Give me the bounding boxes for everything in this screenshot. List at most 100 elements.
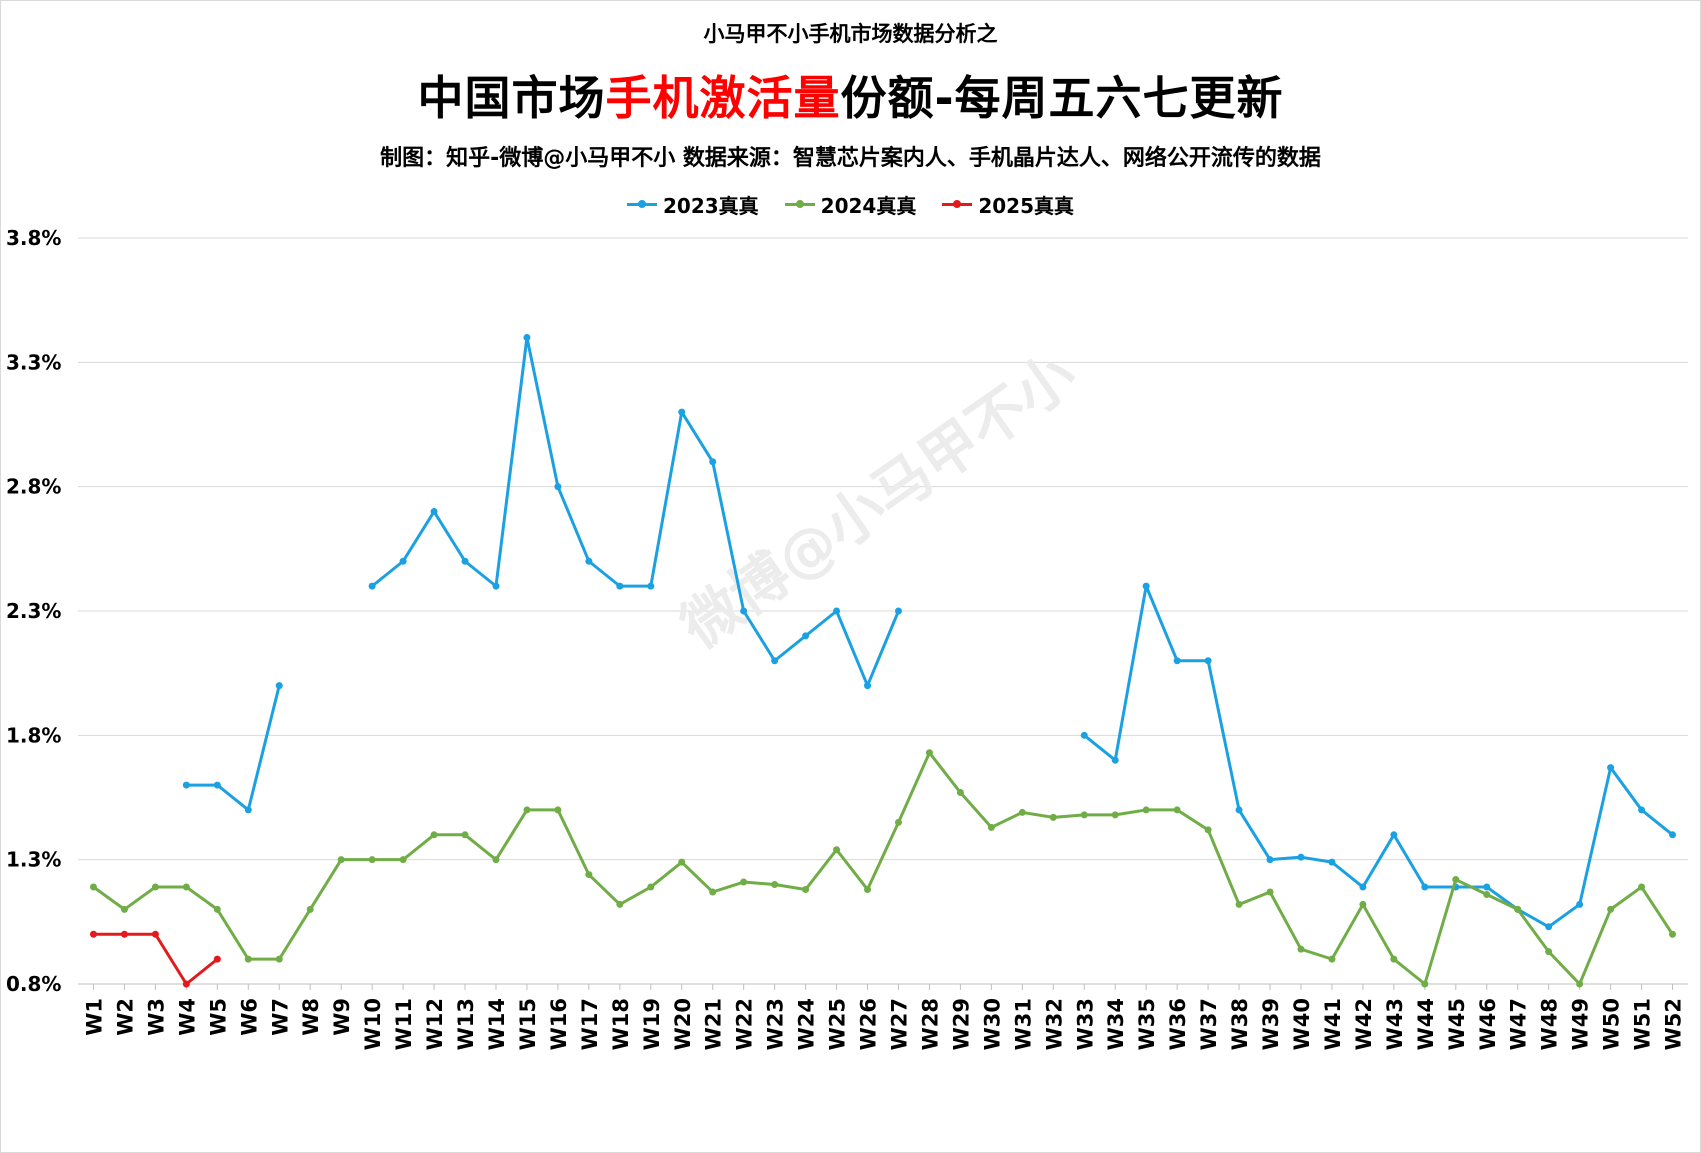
data-point-2023 — [1576, 900, 1584, 908]
x-tick-label: W37 — [1197, 998, 1221, 1050]
data-point-2024 — [1390, 955, 1398, 963]
x-tick-label: W32 — [1042, 998, 1066, 1050]
data-point-2023 — [1669, 831, 1677, 839]
data-point-2024 — [89, 883, 97, 891]
x-tick-label: W29 — [949, 998, 973, 1050]
x-tick-label: W3 — [144, 998, 168, 1036]
x-tick-label: W49 — [1569, 998, 1593, 1050]
legend-label-2025: 2025真真 — [978, 194, 1074, 218]
x-tick-label: W10 — [361, 998, 385, 1050]
data-point-2024 — [709, 888, 717, 896]
legend-label-2023: 2023真真 — [662, 194, 759, 218]
x-tick-label: W1 — [82, 998, 106, 1036]
title-suffix: 份额-每周五六七更新 — [840, 71, 1284, 125]
data-point-2024 — [1421, 980, 1429, 988]
series-line-2023 — [186, 685, 281, 812]
data-point-2023 — [647, 582, 655, 590]
data-point-2024 — [894, 818, 902, 826]
data-point-2024 — [802, 886, 810, 894]
x-tick-label: W20 — [671, 998, 695, 1050]
chart-subtitle: 制图：知乎-微博@小马甲不小 数据来源：智慧芯片案内人、手机晶片达人、网络公开流… — [380, 146, 1321, 171]
series-line-2025 — [93, 932, 219, 986]
legend-item-2023: 2023真真 — [626, 190, 759, 219]
data-point-2025 — [182, 980, 190, 988]
data-point-2024 — [492, 856, 500, 864]
data-point-2023 — [894, 607, 902, 615]
data-point-2023 — [275, 682, 283, 690]
y-tick-label: 3.3% — [6, 350, 61, 374]
chart-title: 中国市场手机激活量份额-每周五六七更新 — [0, 62, 1701, 128]
legend-item-2024: 2024真真 — [784, 190, 917, 219]
x-tick-label: W9 — [330, 998, 354, 1036]
data-point-2023 — [368, 582, 376, 590]
data-point-2024 — [244, 955, 252, 963]
legend-swatch-2024 — [784, 200, 815, 208]
data-point-2023 — [740, 607, 748, 615]
data-point-2023 — [1142, 582, 1150, 590]
x-tick-label: W44 — [1414, 998, 1438, 1050]
data-point-2024 — [1204, 826, 1212, 834]
data-point-2024 — [523, 806, 531, 814]
data-point-2024 — [1514, 905, 1522, 913]
data-point-2024 — [1359, 900, 1367, 908]
data-point-2024 — [1080, 811, 1088, 819]
data-point-2024 — [306, 905, 314, 913]
data-point-2024 — [1049, 813, 1057, 821]
y-tick-label: 1.8% — [6, 723, 61, 747]
data-point-2024 — [1607, 905, 1615, 913]
x-tick-label: W52 — [1662, 998, 1686, 1050]
x-tick-label: W26 — [857, 998, 881, 1050]
data-point-2023 — [1483, 883, 1491, 891]
x-tick-label: W35 — [1135, 998, 1159, 1050]
legend-label-2024: 2024真真 — [820, 194, 917, 218]
x-tick-label: W48 — [1538, 998, 1562, 1050]
data-point-2024 — [1328, 955, 1336, 963]
data-point-2024 — [1669, 930, 1677, 938]
data-point-2024 — [1142, 806, 1150, 814]
series-line-2023 — [371, 335, 900, 688]
data-point-2023 — [616, 582, 624, 590]
x-tick-label: W15 — [516, 998, 540, 1050]
title-highlight: 手机激活量 — [605, 71, 841, 125]
data-point-2024 — [1173, 806, 1181, 814]
x-tick-label: W24 — [795, 998, 819, 1050]
watermark-text: 微博@小马甲不小 — [668, 340, 1088, 662]
data-point-2024 — [585, 871, 593, 879]
data-point-2025 — [120, 930, 128, 938]
x-tick-label: W11 — [392, 998, 416, 1050]
data-point-2023 — [771, 657, 779, 665]
x-tick-label: W17 — [578, 998, 602, 1050]
data-point-2023 — [244, 806, 252, 814]
x-axis: W1 W2 W3 W4 W5 W6 W7 W8 W9 W10 W11 W12 W13 W14 W15 W16 W… — [82, 984, 1686, 1050]
x-tick-label: W34 — [1104, 998, 1128, 1050]
x-tick-label: W22 — [733, 998, 757, 1050]
x-tick-label: W14 — [485, 998, 509, 1050]
x-tick-label: W28 — [918, 998, 942, 1050]
data-point-2024 — [1297, 945, 1305, 953]
data-point-2023 — [1390, 831, 1398, 839]
x-tick-label: W40 — [1290, 998, 1314, 1050]
data-point-2024 — [182, 883, 190, 891]
watermark-layer: 微博@小马甲不小 — [668, 340, 1088, 662]
x-tick-label: W4 — [175, 998, 199, 1036]
data-point-2023 — [864, 682, 872, 690]
series-line-2023 — [1083, 584, 1674, 929]
x-tick-label: W39 — [1259, 998, 1283, 1050]
y-tick-label: 2.3% — [6, 599, 61, 623]
y-tick-label: 1.3% — [6, 848, 61, 872]
y-tick-label: 2.8% — [6, 475, 61, 499]
data-point-2023 — [1328, 858, 1336, 866]
y-tick-label: 0.8% — [6, 972, 61, 996]
x-tick-label: W33 — [1073, 998, 1097, 1050]
data-point-2024 — [1018, 808, 1026, 816]
series-layer — [89, 333, 1677, 988]
data-point-2023 — [182, 781, 190, 789]
data-point-2023 — [1297, 853, 1305, 861]
title-prefix: 中国市场 — [417, 71, 606, 125]
data-point-2024 — [1545, 948, 1553, 956]
x-tick-label: W5 — [206, 998, 230, 1036]
x-tick-label: W51 — [1631, 998, 1655, 1050]
data-point-2023 — [585, 557, 593, 565]
data-point-2024 — [1576, 980, 1584, 988]
